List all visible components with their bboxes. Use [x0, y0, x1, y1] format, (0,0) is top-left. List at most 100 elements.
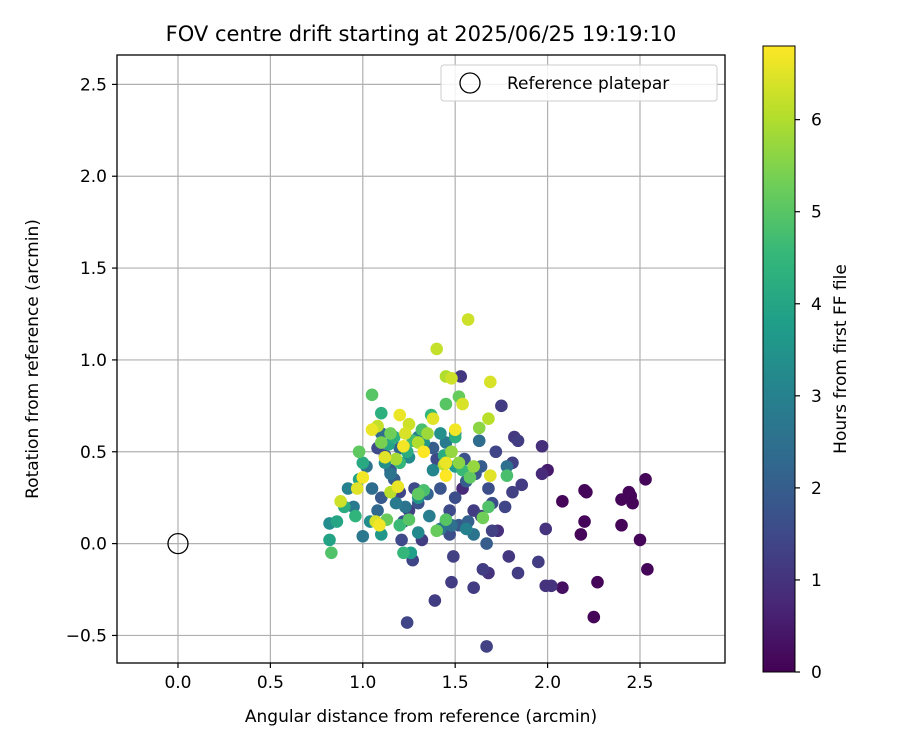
- data-point: [480, 640, 493, 653]
- colorbar-tick-label: 5: [811, 203, 822, 223]
- data-point: [439, 456, 453, 470]
- data-point: [423, 509, 436, 523]
- y-axis-ticks: −0.5 0.0 0.5 1.0 1.5 2.0 2.5: [66, 75, 117, 646]
- data-point: [397, 546, 410, 560]
- data-point: [448, 423, 462, 437]
- data-point: [356, 529, 370, 543]
- colorbar-tick-label: 2: [811, 479, 822, 499]
- data-point: [334, 495, 347, 508]
- data-point: [391, 480, 405, 493]
- legend-box: [440, 64, 718, 102]
- data-point: [430, 342, 444, 356]
- data-point: [448, 491, 462, 504]
- data-point: [641, 563, 654, 576]
- data-point: [365, 482, 379, 495]
- data-point: [430, 524, 444, 538]
- data-point: [495, 399, 508, 413]
- y-tick-label: 1.5: [80, 259, 107, 279]
- data-point: [402, 513, 416, 527]
- data-point: [482, 500, 495, 514]
- data-point: [374, 406, 388, 420]
- data-point: [400, 616, 414, 629]
- data-point: [500, 460, 514, 473]
- data-point: [445, 445, 458, 459]
- data-point: [323, 533, 336, 547]
- points: [167, 313, 654, 653]
- data-point: [325, 546, 338, 560]
- data-point: [434, 427, 447, 440]
- data-point: [482, 412, 495, 425]
- data-point: [484, 469, 497, 482]
- y-tick-label: −0.5: [66, 626, 107, 646]
- data-point: [532, 555, 545, 569]
- data-point: [371, 504, 384, 517]
- data-point: [350, 482, 364, 495]
- data-point: [356, 471, 370, 484]
- data-point: [485, 524, 499, 538]
- data-point: [439, 513, 453, 527]
- data-point: [626, 496, 639, 510]
- data-point: [556, 495, 569, 508]
- data-point: [489, 445, 503, 459]
- x-axis-label: Angular distance from reference (arcmin): [245, 707, 597, 727]
- y-tick-label: 0.5: [80, 443, 107, 463]
- data-point: [498, 500, 512, 514]
- data-point: [365, 423, 379, 437]
- data-point: [349, 509, 362, 523]
- x-tick-label: 1.5: [442, 673, 469, 693]
- colorbar-tick-label: 3: [811, 387, 822, 407]
- data-point: [459, 522, 473, 536]
- data-point: [484, 375, 497, 389]
- data-point: [476, 511, 490, 525]
- data-point: [439, 397, 453, 411]
- data-point: [482, 482, 495, 495]
- x-tick-label: 0.0: [164, 673, 191, 693]
- data-point: [539, 522, 553, 536]
- data-point: [456, 397, 469, 411]
- grid: [117, 55, 725, 663]
- data-point: [439, 436, 453, 449]
- data-point: [480, 537, 493, 550]
- data-point: [378, 450, 392, 464]
- y-tick-label: 1.0: [80, 351, 107, 371]
- data-point: [467, 581, 480, 594]
- data-point: [356, 456, 370, 470]
- chart-title: FOV centre drift starting at 2025/06/25 …: [166, 22, 677, 46]
- data-point: [411, 487, 425, 501]
- data-point: [472, 434, 486, 448]
- data-point: [447, 550, 460, 563]
- data-point: [633, 533, 647, 547]
- data-point: [411, 526, 425, 539]
- x-axis-ticks: 0.0 0.5 1.0 1.5 2.0 2.5: [164, 663, 654, 693]
- y-tick-label: 2.5: [80, 75, 107, 95]
- data-point: [639, 473, 652, 486]
- data-point: [515, 478, 529, 492]
- legend-marker-reference: [459, 72, 481, 94]
- data-point: [398, 427, 412, 440]
- data-point: [591, 575, 604, 589]
- data-point: [476, 563, 490, 576]
- data-point: [472, 421, 486, 435]
- data-point: [384, 467, 397, 481]
- data-point: [393, 518, 407, 532]
- data-point: [511, 434, 525, 448]
- data-point: [535, 467, 549, 481]
- data-point: [397, 439, 410, 453]
- colorbar-label: Hours from first FF file: [831, 264, 851, 454]
- data-point: [389, 496, 403, 510]
- colorbar-tick-label: 1: [811, 571, 822, 591]
- x-tick-label: 2.0: [534, 673, 561, 693]
- data-point: [395, 533, 408, 547]
- data-point: [428, 594, 442, 607]
- data-point: [389, 452, 403, 466]
- colorbar-ticks: 0 1 2 3 4 5 6: [795, 111, 822, 683]
- data-point: [445, 371, 458, 385]
- data-point: [467, 460, 480, 473]
- data-point: [463, 471, 477, 484]
- colorbar: [762, 45, 796, 673]
- data-point: [374, 491, 388, 504]
- x-tick-label: 0.5: [257, 673, 284, 693]
- data-point: [535, 439, 549, 453]
- colorbar-tick-label: 0: [811, 663, 822, 683]
- data-point: [452, 456, 466, 470]
